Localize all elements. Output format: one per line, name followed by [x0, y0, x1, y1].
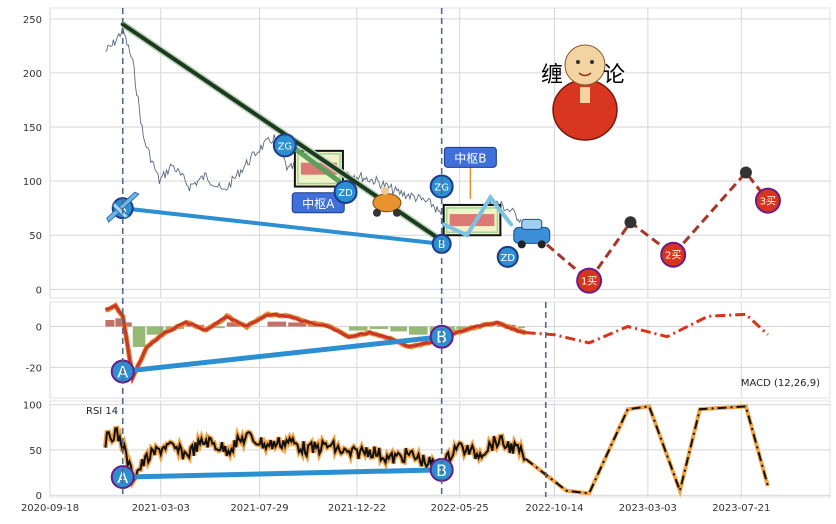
forecast-peak-dot — [739, 166, 752, 179]
monk-hands-icon — [580, 87, 590, 103]
macd-histogram-bar — [288, 322, 307, 327]
pivot-zone-band — [449, 214, 495, 227]
annotation-char: 缠 — [541, 63, 563, 88]
y-tick-label: 0 — [36, 491, 42, 502]
annotation-char: 论 — [603, 63, 625, 88]
y-tick-label: 50 — [29, 446, 42, 457]
x-tick-label: 2021-03-03 — [132, 503, 190, 514]
trend-line — [441, 193, 514, 238]
rsi-forecast-line — [525, 405, 769, 495]
signal-marker-label: ZG — [278, 141, 293, 152]
y-tick-label: 200 — [23, 69, 42, 80]
monk-head-icon — [564, 44, 606, 86]
airplane-icon — [106, 191, 140, 224]
macd-divergence-line — [122, 334, 442, 374]
car-wheel-icon — [517, 240, 526, 249]
macd-histogram-bar — [115, 318, 122, 327]
signal-marker — [660, 241, 687, 268]
signal-marker — [754, 187, 781, 214]
macd-histogram-bar — [206, 326, 225, 329]
signal-marker-label: 2买 — [665, 250, 681, 262]
macd-histogram-bar — [390, 326, 408, 332]
signal-marker — [496, 245, 519, 268]
y-tick-label: 0 — [36, 285, 42, 296]
signal-marker — [272, 133, 297, 158]
pivot-zone-label: 中枢A — [302, 196, 335, 211]
x-tick-label: 2021-12-22 — [328, 503, 386, 514]
macd-line — [105, 303, 526, 384]
signal-marker — [429, 174, 454, 199]
macd-histogram-bar — [226, 322, 245, 327]
scooter-wheel-icon — [392, 208, 401, 217]
macd-forecast-line — [525, 312, 769, 345]
trend-line — [292, 146, 342, 184]
forecast-peak-dot — [624, 216, 637, 229]
y-tick-label: 100 — [23, 401, 42, 412]
y-tick-label: 0 — [36, 323, 42, 334]
y-tick-label: 50 — [29, 231, 42, 242]
monk-eye-icon — [590, 60, 594, 64]
y-tick-label: 100 — [23, 177, 42, 188]
panel-frame — [49, 301, 831, 399]
divergence-marker-label: A — [117, 468, 128, 487]
x-tick-label: 2023-03-03 — [619, 503, 677, 514]
monk-mouth-icon — [578, 72, 592, 77]
car-window-icon — [521, 218, 543, 230]
pivot-zone-label: 中枢B — [454, 150, 486, 165]
macd-legend: MACD (12,26,9) — [741, 378, 820, 389]
signal-marker-label: ZD — [338, 188, 353, 199]
macd-histogram-bar — [267, 321, 287, 327]
car-wheel-icon — [537, 240, 546, 249]
macd-histogram-bar — [105, 319, 115, 327]
signal-marker-label: B — [438, 238, 446, 251]
y-tick-label: 150 — [23, 123, 42, 134]
monk-eye-icon — [576, 60, 580, 64]
macd-histogram-bar — [408, 326, 428, 335]
macd-histogram-bar — [132, 326, 146, 347]
signal-marker — [576, 267, 603, 294]
signal-marker-label: 1买 — [581, 276, 597, 288]
divergence-marker-label: B — [436, 328, 447, 347]
x-tick-label: 2023-07-21 — [712, 503, 770, 514]
pivot-zone-inner — [445, 207, 499, 233]
callout-box — [443, 146, 497, 168]
macd-histogram-bar — [122, 322, 132, 327]
y-tick-label: 250 — [23, 15, 42, 26]
rsi-divergence-line — [122, 467, 442, 480]
scooter-wheel-icon — [372, 208, 381, 217]
signal-marker-label: ZD — [500, 253, 515, 264]
scooter-rider-icon — [380, 186, 389, 195]
trend-line — [120, 206, 444, 246]
x-tick-label: 2022-05-25 — [431, 503, 489, 514]
divergence-marker — [429, 324, 454, 349]
rsi-line — [104, 427, 527, 485]
airplane-wing-icon — [112, 201, 130, 219]
signal-marker — [333, 179, 358, 204]
macd-histogram-bar — [369, 326, 389, 329]
macd-histogram-bar — [348, 326, 368, 331]
x-tick-label: 2021-07-29 — [230, 503, 288, 514]
macd-histogram-bar — [517, 326, 525, 329]
x-tick-label: 2022-10-14 — [525, 503, 583, 514]
x-tick-label: 2020-09-18 — [21, 503, 79, 514]
signal-marker-label: 3买 — [760, 196, 776, 208]
rsi-legend: RSI 14 — [86, 406, 118, 417]
y-tick-label: -20 — [26, 363, 42, 374]
macd-histogram-bar — [146, 326, 164, 335]
